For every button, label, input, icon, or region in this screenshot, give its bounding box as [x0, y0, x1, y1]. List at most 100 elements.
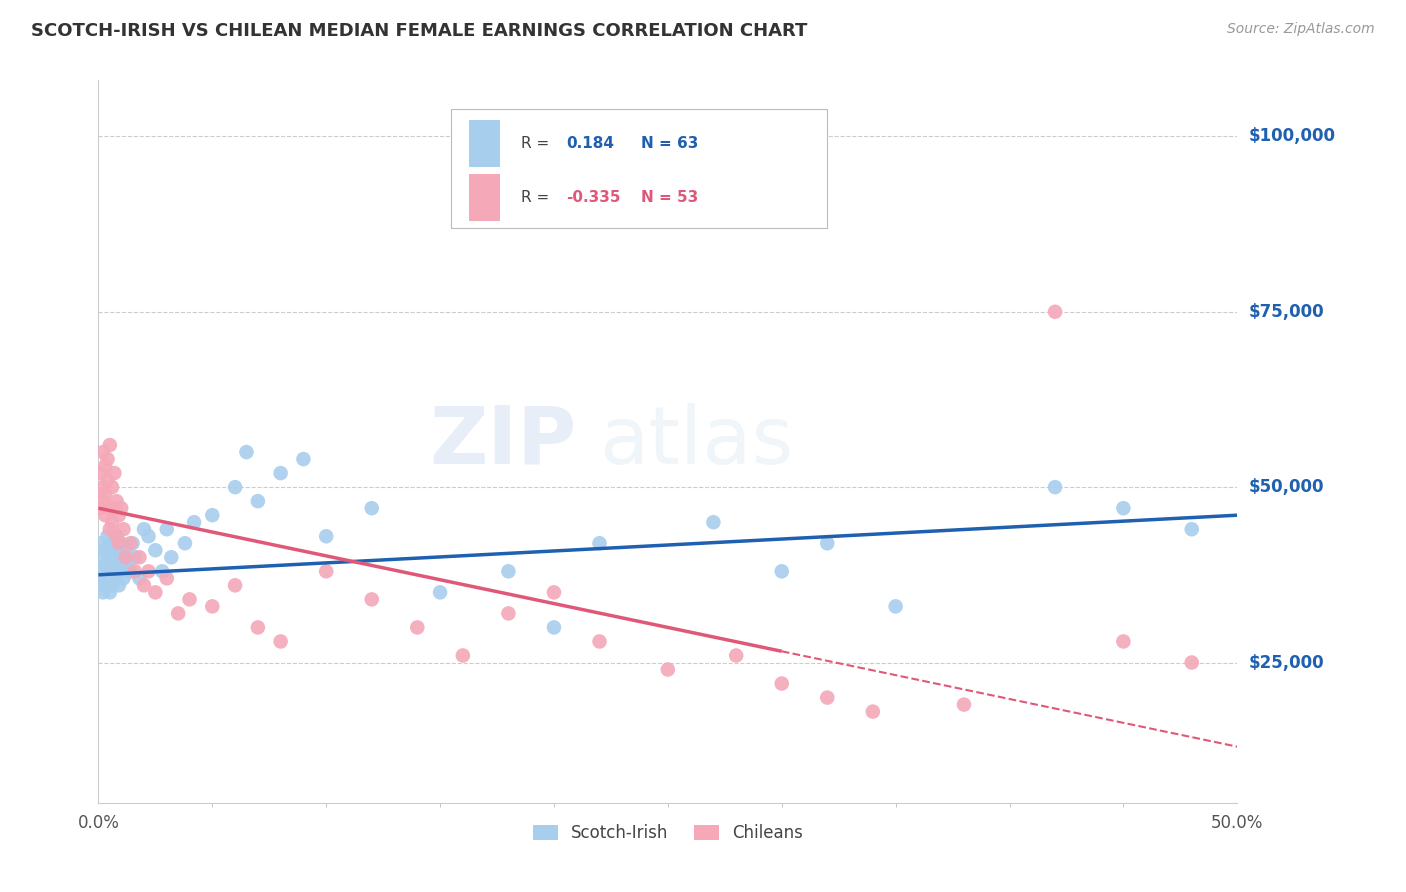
Point	[725, 648, 748, 663]
Point	[96, 578, 118, 592]
Point	[117, 558, 139, 572]
Point	[702, 515, 724, 529]
Point	[246, 620, 269, 634]
Text: N = 53: N = 53	[641, 190, 697, 205]
Point	[201, 508, 224, 523]
Point	[110, 501, 132, 516]
Point	[156, 522, 179, 536]
Point	[94, 508, 117, 523]
Point	[128, 550, 150, 565]
Point	[108, 543, 131, 558]
Point	[145, 585, 167, 599]
Point	[246, 494, 269, 508]
Point	[91, 494, 114, 508]
Point	[770, 676, 793, 690]
Point	[174, 536, 197, 550]
Point	[138, 529, 160, 543]
Point	[498, 607, 520, 621]
FancyBboxPatch shape	[451, 109, 827, 228]
Point	[138, 564, 160, 578]
Point	[815, 690, 838, 705]
Text: $100,000: $100,000	[1249, 128, 1336, 145]
Point	[1181, 522, 1204, 536]
Text: N = 63: N = 63	[641, 136, 697, 151]
Point	[98, 522, 121, 536]
Point	[120, 536, 142, 550]
Point	[90, 564, 112, 578]
Point	[1043, 305, 1066, 319]
Point	[91, 445, 114, 459]
Text: atlas: atlas	[599, 402, 794, 481]
Point	[112, 522, 135, 536]
Text: $25,000: $25,000	[1249, 654, 1324, 672]
Point	[120, 564, 142, 578]
Point	[101, 515, 124, 529]
Point	[110, 564, 132, 578]
Point	[815, 536, 838, 550]
Point	[105, 529, 128, 543]
Point	[1043, 480, 1066, 494]
Point	[112, 571, 135, 585]
Text: ZIP: ZIP	[429, 402, 576, 481]
Point	[98, 536, 121, 550]
Point	[94, 543, 117, 558]
Point	[1112, 634, 1135, 648]
Point	[103, 558, 125, 572]
Point	[98, 438, 121, 452]
Point	[292, 452, 315, 467]
Point	[108, 508, 131, 523]
Point	[105, 494, 128, 508]
Point	[112, 550, 135, 565]
Point	[543, 620, 565, 634]
Legend: Scotch-Irish, Chileans: Scotch-Irish, Chileans	[526, 817, 810, 848]
Point	[91, 480, 114, 494]
Point	[96, 473, 118, 487]
Text: $50,000: $50,000	[1249, 478, 1324, 496]
Point	[103, 536, 125, 550]
Point	[94, 487, 117, 501]
Point	[98, 585, 121, 599]
Point	[91, 585, 114, 599]
Point	[1181, 656, 1204, 670]
Bar	[468, 120, 501, 167]
Point	[124, 550, 146, 565]
Point	[770, 564, 793, 578]
Point	[96, 452, 118, 467]
Point	[121, 536, 143, 550]
Point	[105, 550, 128, 565]
Point	[360, 592, 382, 607]
Point	[132, 578, 155, 592]
Point	[1112, 501, 1135, 516]
Point	[105, 564, 128, 578]
Point	[94, 571, 117, 585]
Point	[150, 564, 173, 578]
Point	[94, 558, 117, 572]
Point	[224, 578, 246, 592]
Point	[588, 536, 610, 550]
Point	[128, 571, 150, 585]
Point	[862, 705, 884, 719]
Point	[91, 578, 114, 592]
Point	[132, 522, 155, 536]
Point	[103, 501, 125, 516]
Point	[96, 564, 118, 578]
Point	[98, 571, 121, 585]
Point	[224, 480, 246, 494]
Point	[429, 585, 451, 599]
Point	[270, 466, 292, 480]
Point	[953, 698, 976, 712]
Text: R =: R =	[522, 136, 554, 151]
Point	[124, 564, 146, 578]
Point	[96, 529, 118, 543]
Point	[451, 648, 474, 663]
Text: SCOTCH-IRISH VS CHILEAN MEDIAN FEMALE EARNINGS CORRELATION CHART: SCOTCH-IRISH VS CHILEAN MEDIAN FEMALE EA…	[31, 22, 807, 40]
Point	[114, 550, 136, 565]
Point	[167, 607, 190, 621]
Point	[91, 550, 114, 565]
Point	[90, 501, 112, 516]
Text: $75,000: $75,000	[1249, 302, 1324, 321]
Point	[101, 564, 124, 578]
Point	[201, 599, 224, 614]
Point	[114, 543, 136, 558]
Point	[588, 634, 610, 648]
